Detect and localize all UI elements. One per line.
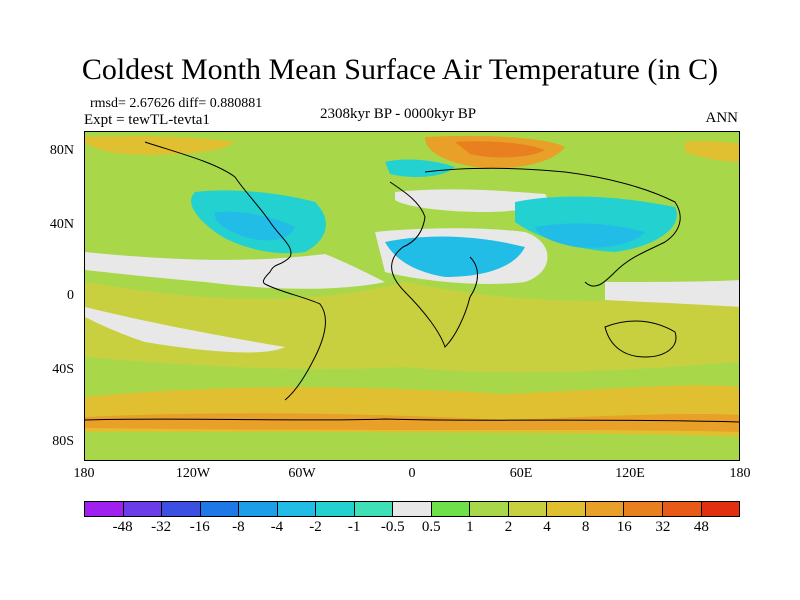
colorbar-box-11 bbox=[508, 502, 548, 516]
cool-scandinavia bbox=[385, 159, 455, 178]
warm-far-east bbox=[685, 141, 739, 162]
colorbar-label: 8 bbox=[581, 519, 590, 535]
lon-label-120w: 120W bbox=[175, 466, 211, 481]
map-panel bbox=[84, 131, 740, 461]
colorbar-label: 1 bbox=[466, 519, 474, 535]
colorbar-box-14 bbox=[624, 502, 663, 516]
warm-alaska bbox=[85, 136, 235, 155]
lat-label-0: 0 bbox=[67, 288, 74, 303]
experiment-line: Expt = tewTL-tevta1 bbox=[84, 112, 210, 128]
lon-label-0: 0 bbox=[408, 466, 416, 481]
cooler-north-africa bbox=[385, 236, 525, 277]
stats-line: rmsd= 2.67626 diff= 0.880881 bbox=[90, 96, 263, 111]
colorbar-box-1 bbox=[123, 502, 163, 516]
period-line: 2308kyr BP - 0000kyr BP bbox=[320, 106, 477, 122]
lon-label-180w: 180 bbox=[73, 466, 95, 481]
colorbar-box-0 bbox=[85, 502, 124, 516]
lon-label-60e: 60E bbox=[509, 466, 533, 481]
lat-label-80s: 80S bbox=[52, 434, 74, 449]
colorbar-label: -4 bbox=[270, 519, 284, 535]
neutral-zone-indian bbox=[605, 280, 739, 307]
map-title: Coldest Month Mean Surface Air Temperatu… bbox=[81, 53, 719, 86]
coastlines bbox=[85, 141, 739, 423]
lon-label-60w: 60W bbox=[288, 466, 316, 481]
coast-africa bbox=[389, 181, 478, 348]
lat-label-40n: 40N bbox=[49, 217, 74, 232]
southern-hot-band bbox=[85, 413, 739, 432]
lon-label-180e: 180 bbox=[729, 466, 751, 481]
colorbar-label: 0.5 bbox=[421, 519, 441, 535]
colorbar-label: -1 bbox=[347, 519, 361, 535]
lon-label-120e: 120E bbox=[615, 466, 645, 481]
colorbar-box-13 bbox=[585, 502, 625, 516]
colorbar-label: -16 bbox=[189, 519, 210, 535]
colorbar-box-16 bbox=[701, 502, 740, 516]
colorbar-label: 16 bbox=[616, 519, 632, 535]
colorbar-box-5 bbox=[277, 502, 317, 516]
colorbar-label: 2 bbox=[504, 519, 513, 535]
coast-antarctica bbox=[85, 418, 739, 423]
colorbar-box-9 bbox=[431, 502, 471, 516]
coast-north-america bbox=[144, 141, 292, 285]
colorbar-box-15 bbox=[662, 502, 702, 516]
hotter-siberia bbox=[455, 141, 545, 158]
colorbar-box-4 bbox=[239, 502, 278, 516]
colorbar-label: -8 bbox=[232, 519, 245, 535]
colorbar-label: -32 bbox=[151, 519, 172, 535]
colorbar-label: -2 bbox=[309, 519, 322, 535]
colorbar-box-8 bbox=[393, 502, 432, 516]
neutral-zone-eurasia bbox=[395, 189, 547, 212]
colorbar-label: 32 bbox=[655, 519, 671, 535]
colorbar-box-7 bbox=[354, 502, 394, 516]
colorbar-box-2 bbox=[162, 502, 201, 516]
colorbar bbox=[84, 501, 740, 517]
colorbar-label: 48 bbox=[693, 519, 709, 535]
colorbar-box-12 bbox=[547, 502, 586, 516]
lat-label-80n: 80N bbox=[49, 143, 74, 158]
season-label: ANN bbox=[705, 110, 739, 126]
colorbar-box-3 bbox=[200, 502, 240, 516]
colorbar-label: -0.5 bbox=[380, 519, 405, 535]
colorbar-box-10 bbox=[470, 502, 509, 516]
colorbar-box-6 bbox=[316, 502, 355, 516]
neutral-zone-pacific-north bbox=[85, 252, 385, 289]
neutral-zone-pacific-south bbox=[85, 307, 285, 353]
colorbar-label: -48 bbox=[112, 519, 133, 535]
lat-label-40s: 40S bbox=[52, 362, 74, 377]
temperature-map bbox=[85, 132, 739, 460]
coast-australia bbox=[604, 320, 677, 358]
coast-eurasia bbox=[424, 167, 681, 287]
coast-south-america bbox=[264, 283, 326, 401]
colorbar-label: 4 bbox=[543, 519, 551, 535]
cooler-asia bbox=[535, 223, 645, 248]
cooler-north-america bbox=[214, 211, 295, 241]
